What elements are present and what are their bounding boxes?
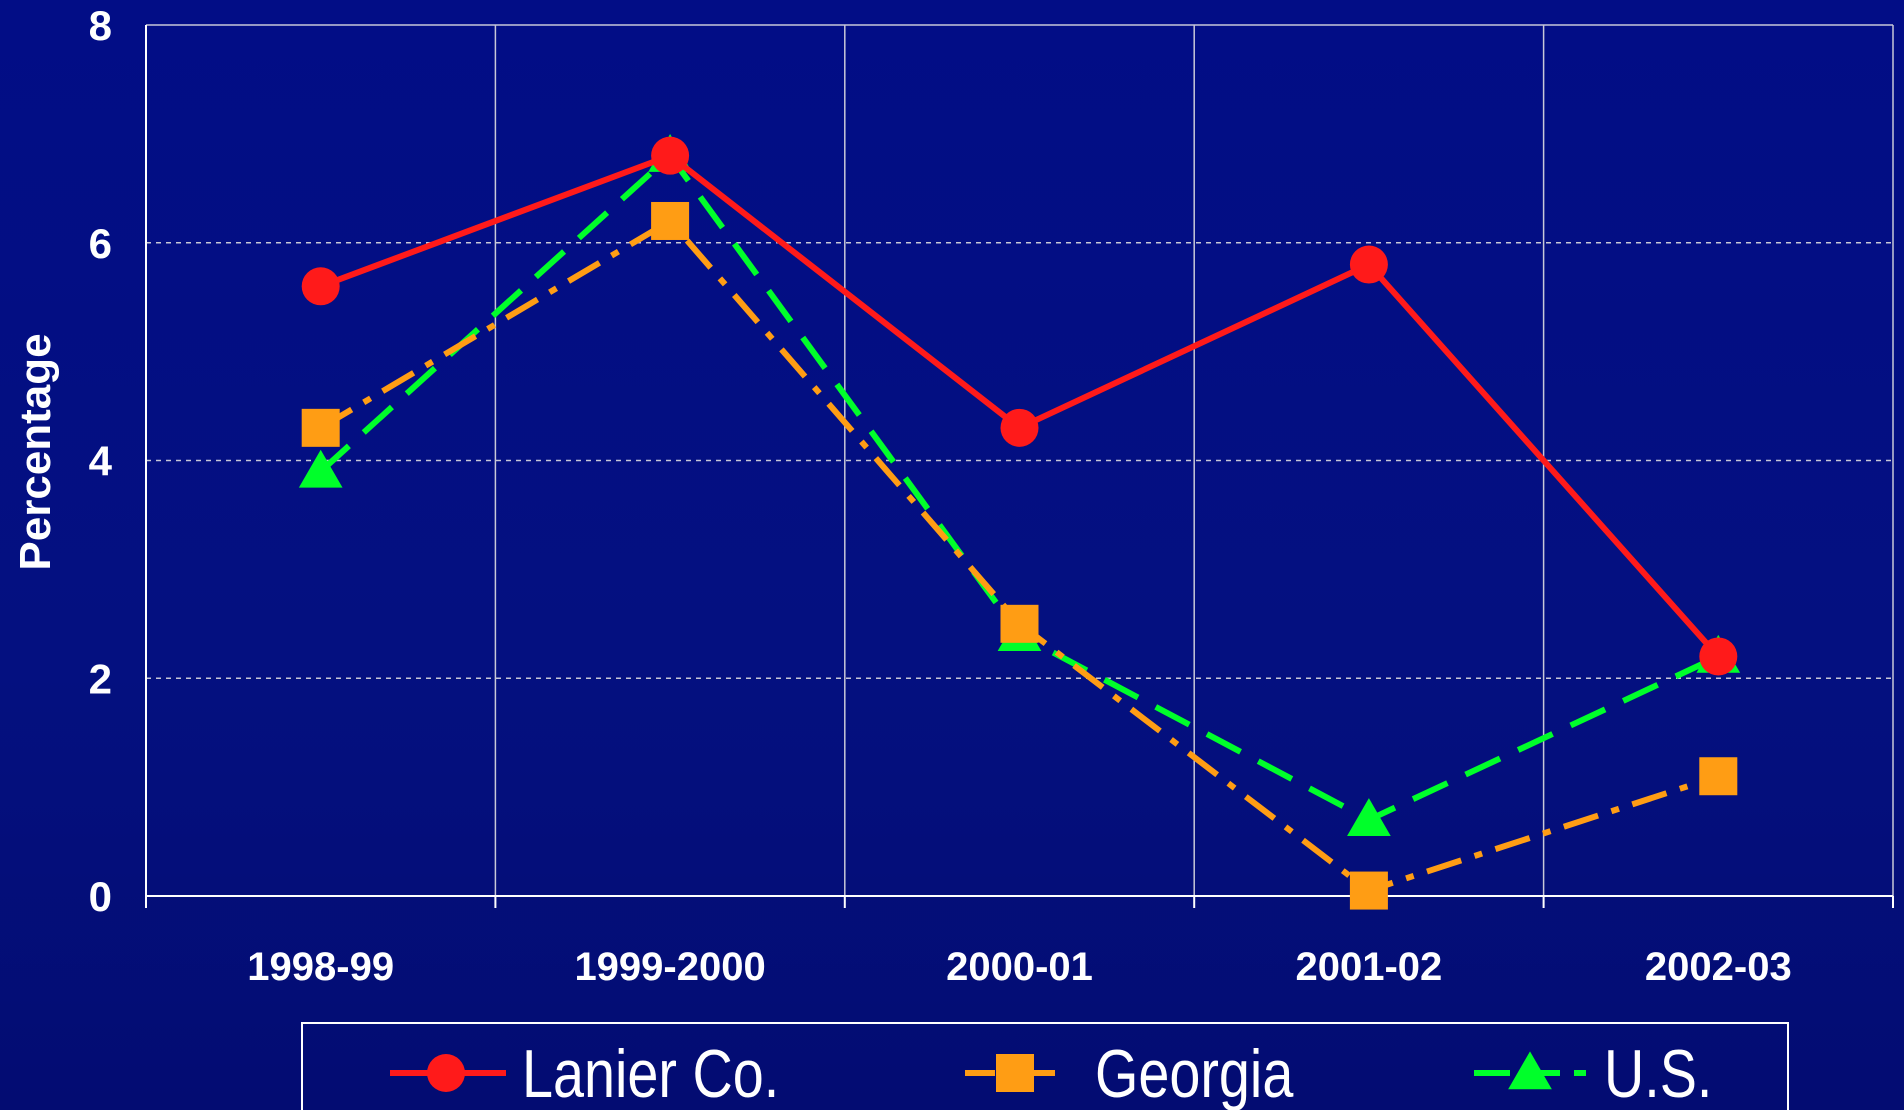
series-u-s	[298, 133, 1741, 837]
data-point	[1699, 757, 1738, 796]
legend-label: Georgia	[1095, 1037, 1294, 1110]
x-tick-labels: 1998-99 1999-2000 2000-01 2001-02 2002-03	[247, 945, 1791, 989]
data-point	[1347, 798, 1391, 837]
y-tick-label: 2	[89, 655, 112, 702]
series-line	[318, 152, 1720, 823]
legend: Lanier Co. Georgia U.S.	[301, 1022, 1789, 1110]
legend-marker	[427, 1054, 465, 1092]
data-point	[1349, 245, 1388, 284]
axes	[145, 25, 1894, 908]
legend-label: Lanier Co.	[522, 1037, 779, 1110]
y-tick-labels: 0 2 4 6 8	[89, 2, 113, 920]
x-tick-label: 2002-03	[1645, 945, 1792, 989]
x-tick-label: 1999-2000	[574, 945, 765, 989]
series-group	[298, 133, 1741, 910]
data-point	[1349, 871, 1388, 910]
legend-marker	[996, 1054, 1034, 1092]
y-axis-label: Percentage	[11, 333, 60, 570]
data-point	[1000, 408, 1039, 447]
y-tick-label: 6	[89, 220, 112, 267]
data-point	[1699, 637, 1738, 676]
data-point	[298, 449, 343, 488]
y-tick-label: 0	[89, 873, 112, 920]
legend-marker	[1508, 1051, 1552, 1090]
y-tick-label: 4	[89, 438, 113, 485]
data-point	[651, 201, 690, 240]
data-point	[301, 408, 340, 447]
legend-label: U.S.	[1604, 1037, 1712, 1110]
series-georgia	[301, 201, 1738, 910]
legend-item: Lanier Co.	[390, 1037, 779, 1110]
x-tick-label: 2000-01	[946, 945, 1093, 989]
data-point	[651, 136, 690, 175]
series-line	[319, 152, 1721, 659]
data-point	[1000, 604, 1039, 643]
series-line	[319, 217, 1720, 894]
x-tick-label: 2001-02	[1296, 945, 1443, 989]
grid-lines	[146, 24, 1894, 896]
series-lanier-co	[301, 136, 1738, 676]
y-tick-label: 8	[89, 2, 112, 49]
legend-item: U.S.	[1474, 1037, 1712, 1110]
x-tick-label: 1998-99	[247, 945, 394, 989]
data-point	[301, 267, 340, 306]
legend-item: Georgia	[965, 1037, 1294, 1110]
legend-box	[301, 1022, 1789, 1110]
